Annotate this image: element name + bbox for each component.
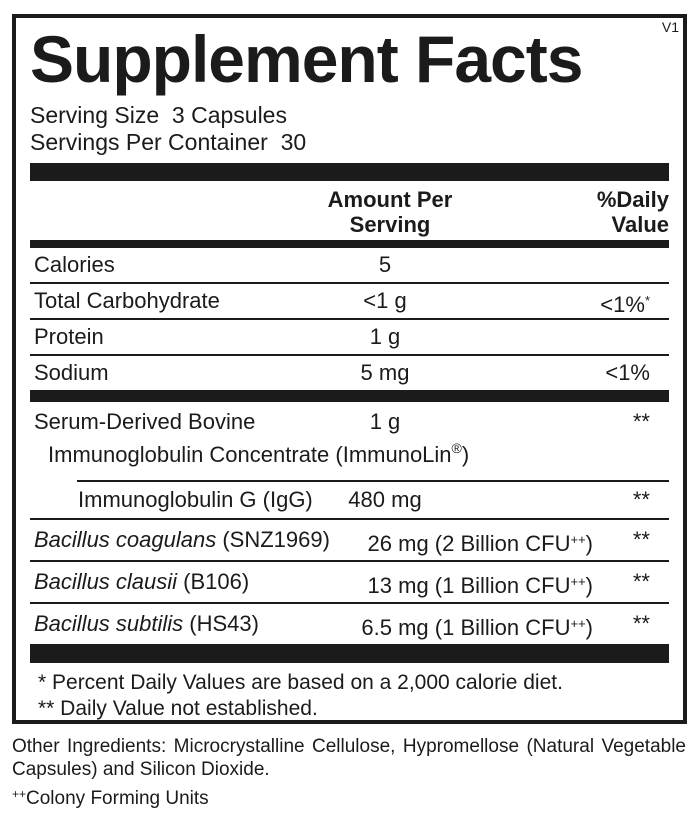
ingredient-amount: 26 mg (2 Billion CFU++) xyxy=(368,527,593,557)
species-name-italic: Bacillus subtilis xyxy=(34,611,184,636)
table-row-protein: Protein 1 g xyxy=(30,320,669,356)
amount-text: 6.5 mg (1 Billion CFU xyxy=(361,615,571,640)
ingredient-name: Bacillus clausii (B106) xyxy=(34,569,249,594)
nutrient-amount: 1 g xyxy=(369,324,401,349)
registered-trademark-symbol: ® xyxy=(451,440,462,456)
asterisk-superscript: * xyxy=(644,293,650,308)
amount-close: ) xyxy=(585,531,593,556)
ingredient-amount: 13 mg (1 Billion CFU++) xyxy=(368,569,593,599)
serving-size-line: Serving Size 3 Capsules xyxy=(30,102,287,128)
cfu-definition-note: ++Colony Forming Units xyxy=(12,783,700,810)
ingredient-name-line1: Serum-Derived Bovine xyxy=(34,409,256,434)
strain-code: (SNZ1969) xyxy=(216,527,330,552)
nutrient-name: Protein xyxy=(34,324,104,349)
ingredient-name: Bacillus coagulans (SNZ1969) xyxy=(34,527,330,552)
species-name-italic: Bacillus coagulans xyxy=(34,527,217,552)
table-row-bacillus-subtilis: Bacillus subtilis (HS43) 6.5 mg (1 Billi… xyxy=(30,604,669,644)
daily-value: ** xyxy=(632,569,650,594)
ingredient-name-line2: Immunoglobulin Concentrate (ImmunoLin®) xyxy=(34,435,669,468)
footnote-not-established: ** Daily Value not established. xyxy=(38,697,318,720)
cfu-superscript: ++ xyxy=(570,532,586,547)
daily-value: <1% xyxy=(605,360,650,385)
supplement-facts-panel: V1 Supplement Facts Serving Size 3 Capsu… xyxy=(12,14,687,724)
footnote-daily-values: * Percent Daily Values are based on a 2,… xyxy=(38,671,563,694)
thick-divider-top xyxy=(30,163,669,181)
amount-close: ) xyxy=(585,615,593,640)
other-ingredients-text: Other Ingredients: Microcrystalline Cell… xyxy=(12,736,686,780)
amount-close: ) xyxy=(585,573,593,598)
nutrient-name: Calories xyxy=(34,252,115,277)
panel-title: Supplement Facts xyxy=(30,22,583,96)
species-name-italic: Bacillus clausii xyxy=(34,569,178,594)
version-tag: V1 xyxy=(661,19,679,35)
ingredient-name: Immunoglobulin G (IgG) xyxy=(78,487,313,512)
thick-divider-middle xyxy=(30,390,669,402)
table-column-headers: Amount Per Serving %Daily Value xyxy=(30,181,669,240)
cfu-superscript: ++ xyxy=(570,574,586,589)
cfu-note-superscript: ++ xyxy=(12,787,27,801)
indented-divider xyxy=(77,480,669,482)
daily-value-header: %Daily Value xyxy=(596,187,669,237)
daily-value: ** xyxy=(632,409,650,434)
thick-divider-bottom xyxy=(30,644,669,663)
ingredient-amount: 6.5 mg (1 Billion CFU++) xyxy=(361,611,593,641)
daily-value: <1%* xyxy=(600,288,650,318)
daily-value: ** xyxy=(632,527,650,552)
cfu-note-text: Colony Forming Units xyxy=(26,788,209,809)
ingredient-amount: 480 mg xyxy=(348,487,422,512)
footnotes: * Percent Daily Values are based on a 2,… xyxy=(30,663,669,722)
table-row-sodium: Sodium 5 mg <1% xyxy=(30,356,669,390)
table-row-bacillus-coagulans: Bacillus coagulans (SNZ1969) 26 mg (2 Bi… xyxy=(30,520,669,562)
ingredient-name: Bacillus subtilis (HS43) xyxy=(34,611,259,636)
strain-code: (B106) xyxy=(177,569,250,594)
ingredient-name-line2-text: Immunoglobulin Concentrate (ImmunoLin xyxy=(48,442,452,467)
table-row-total-carbohydrate: Total Carbohydrate <1 g <1%* xyxy=(30,284,669,320)
ingredient-amount: 1 g xyxy=(369,409,401,434)
daily-value: ** xyxy=(632,611,650,636)
medium-divider-header xyxy=(30,240,669,248)
nutrient-name: Sodium xyxy=(34,360,109,385)
amount-text: 13 mg (1 Billion CFU xyxy=(367,573,571,598)
nutrient-amount: <1 g xyxy=(363,288,407,313)
daily-value-text: <1% xyxy=(600,292,645,317)
nutrient-name: Total Carbohydrate xyxy=(34,288,220,313)
table-row-immunoglobulin-g: Immunoglobulin G (IgG) 480 mg ** xyxy=(30,482,669,520)
ingredient-name-line2-close: ) xyxy=(461,442,470,467)
table-row-calories: Calories 5 xyxy=(30,248,669,284)
cfu-superscript: ++ xyxy=(570,616,586,631)
nutrient-amount: 5 mg xyxy=(360,360,410,385)
table-row-serum-derived-bovine: Serum-Derived Bovine 1 g ** Immunoglobul… xyxy=(30,402,669,480)
amount-per-serving-header: Amount Per Serving xyxy=(327,187,453,237)
amount-text: 26 mg (2 Billion CFU xyxy=(367,531,571,556)
servings-per-container-line: Servings Per Container 30 xyxy=(30,129,307,155)
strain-code: (HS43) xyxy=(183,611,259,636)
nutrient-amount: 5 xyxy=(378,252,392,277)
table-row-bacillus-clausii: Bacillus clausii (B106) 13 mg (1 Billion… xyxy=(30,562,669,604)
daily-value: ** xyxy=(632,487,650,512)
